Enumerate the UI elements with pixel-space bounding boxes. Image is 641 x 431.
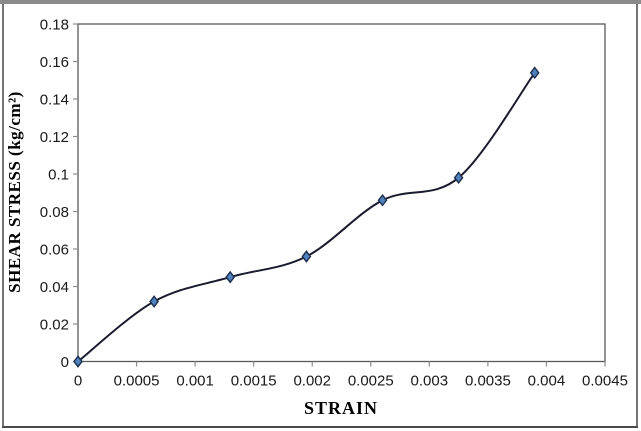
x-tick-label: 0.0025 (348, 373, 394, 390)
data-point-marker (377, 193, 388, 207)
frame-left-edge (2, 4, 4, 427)
plot-area: 0 0.02 0.04 0.06 0.08 0.1 0.12 0.14 0.16 0.18 0 0.0… (40, 16, 628, 389)
x-tick-label: 0.0045 (582, 373, 628, 390)
y-tick-label: 0.14 (40, 91, 69, 108)
y-tick-label: 0.02 (40, 316, 69, 333)
x-tick-label: 0.0035 (465, 373, 511, 390)
y-tick-label: 0.04 (40, 279, 69, 296)
y-tick-label: 0.08 (40, 204, 69, 221)
data-point-marker (225, 270, 236, 284)
x-tick-label: 0 (74, 373, 82, 390)
frame-bottom-edge (2, 426, 638, 428)
frame-right-edge (636, 4, 638, 427)
x-axis-title: STRAIN (304, 398, 378, 418)
x-tick-label: 0.002 (293, 373, 331, 390)
y-tick-label: 0 (61, 354, 69, 371)
x-tick-label: 0.004 (528, 373, 566, 390)
y-tick-label: 0.16 (40, 54, 69, 71)
data-point-marker (453, 171, 464, 185)
y-tick-label: 0.18 (40, 16, 69, 33)
data-point-marker (73, 355, 83, 368)
data-point-marker (529, 66, 540, 80)
y-tick-label: 0.1 (48, 166, 69, 183)
y-tick-label: 0.06 (40, 241, 69, 258)
x-tick-label: 0.003 (411, 373, 449, 390)
frame-top-edge (0, 0, 641, 4)
x-tick-label: 0.0015 (231, 373, 277, 390)
data-point-marker (301, 250, 312, 263)
plot-border (77, 23, 606, 363)
series-line (77, 71, 536, 363)
y-tick-label: 0.12 (40, 129, 69, 146)
data-point-marker (149, 295, 159, 308)
x-tick-label: 0.0005 (114, 373, 160, 390)
x-tick-label: 0.001 (176, 373, 214, 390)
y-axis-title: SHEAR STRESS (kg/cm²) (5, 91, 24, 293)
